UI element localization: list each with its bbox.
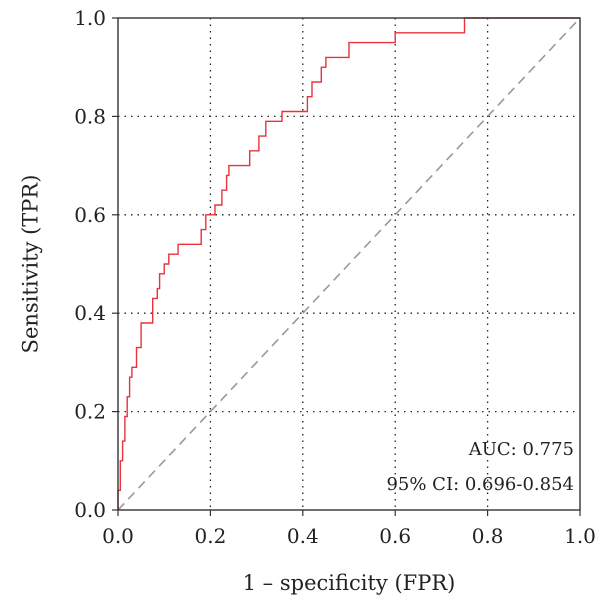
y-axis-ticks: 0.0 0.2 0.4 0.6 0.8 1.0 [74,6,118,522]
y-tick-label-4: 0.8 [74,104,106,128]
y-tick-label-1: 0.2 [74,400,106,424]
x-axis-label: 1 – specificity (FPR) [243,571,456,595]
auc-label: AUC: 0.775 [468,439,574,460]
y-tick-label-2: 0.4 [74,301,106,325]
y-axis-label: Sensitivity (TPR) [18,175,42,354]
ci-label: 95% CI: 0.696-0.854 [386,474,574,495]
chance-diagonal [117,17,581,511]
y-tick-label-5: 1.0 [74,6,106,30]
y-tick-label-0: 0.0 [74,498,106,522]
x-tick-label-3: 0.6 [379,524,411,548]
x-axis-ticks: 0.0 0.2 0.4 0.6 0.8 1.0 [102,510,596,548]
x-tick-label-2: 0.4 [287,524,319,548]
plot-frame [117,17,581,511]
x-tick-label-5: 1.0 [564,524,596,548]
roc-curve [117,17,580,510]
x-tick-label-4: 0.8 [472,524,504,548]
grid [118,18,580,510]
x-tick-label-1: 0.2 [194,524,226,548]
x-tick-label-0: 0.0 [102,524,134,548]
y-tick-label-3: 0.6 [74,203,106,227]
